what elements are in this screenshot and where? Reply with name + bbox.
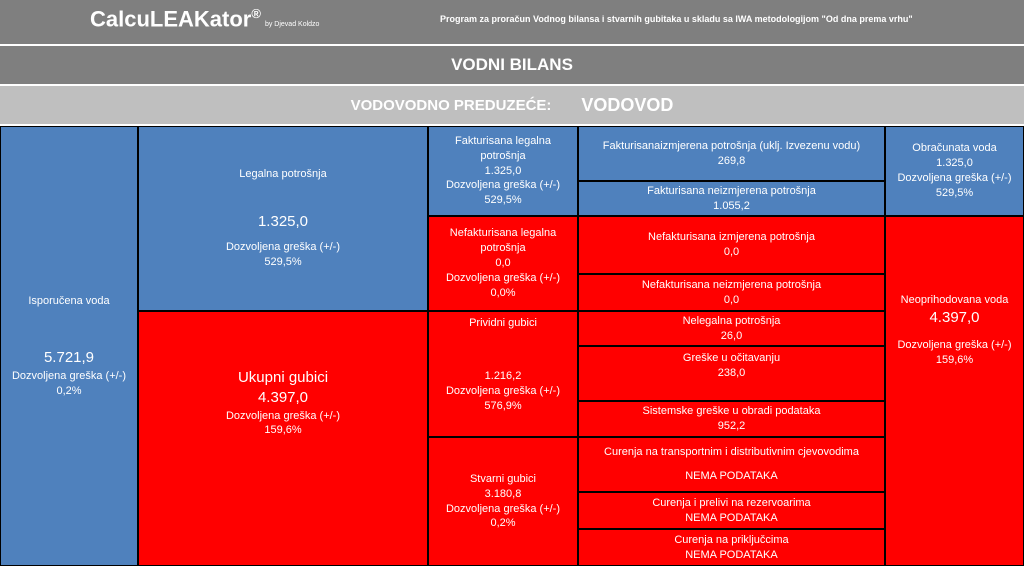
cell-value: NEMA PODATAKA: [685, 511, 778, 524]
utility-name: VODOVOD: [581, 94, 674, 115]
cell-label: Greške u očitavanju: [682, 352, 781, 364]
cell-label: Fakturisanaizmjerena potrošnja (uklj. Iz…: [602, 139, 861, 152]
cell-label: Nelegalna potrošnja: [682, 314, 781, 327]
error-value: 159,6%: [264, 424, 302, 437]
error-value: 529,5%: [935, 186, 974, 199]
cell-nefakturisana-izmjerena: Nefakturisana izmjerena potrošnja 0,0: [578, 216, 885, 274]
cell-fakturisana-izmjerena: Fakturisanaizmjerena potrošnja (uklj. Iz…: [578, 126, 885, 181]
cell-value: 1.325,0: [936, 157, 973, 170]
cell-label: Nefakturisana legalna potrošnja: [449, 227, 557, 255]
page-title: VODNI BILANS: [0, 46, 1024, 84]
cell-nefakturisana-legalna: Nefakturisana legalna potrošnja 0,0 Dozv…: [428, 216, 578, 311]
cell-curenja-transport: Curenja na transportnim i distributivnim…: [578, 437, 885, 492]
author-byline: by Djevad Koldzo: [264, 21, 320, 29]
cell-value: 0,0: [495, 257, 511, 270]
cell-neoprihodovana-voda: Neoprihodovana voda 4.397,0 Dozvoljena g…: [885, 216, 1024, 566]
cell-label: Fakturisana legalna potrošnja: [454, 134, 551, 162]
error-label: Dozvoljena greška (+/-): [445, 384, 561, 397]
error-value: 0,2%: [490, 517, 516, 530]
cell-stvarni-gubici: Stvarni gubici 3.180,8 Dozvoljena greška…: [428, 437, 578, 566]
cell-label: Legalna potrošnja: [239, 168, 327, 181]
cell-label: Curenja na priključcima: [674, 533, 789, 546]
cell-legalna-potrosnja: Legalna potrošnja 1.325,0 Dozvoljena gre…: [138, 126, 428, 311]
cell-label: Curenja i prelivi na rezervoarima: [652, 496, 811, 509]
cell-value: 269,8: [717, 154, 746, 167]
cell-nefakturisana-neizmjerena: Nefakturisana neizmjerena potrošnja 0,0: [578, 274, 885, 311]
cell-value: 0,0: [723, 293, 740, 306]
cell-sistemske-greske: Sistemske greške u obradi podataka 952,2: [578, 401, 885, 437]
cell-value: 3.180,8: [484, 487, 522, 500]
cell-value: 4.397,0: [257, 389, 309, 407]
cell-label: Obračunata voda: [912, 142, 997, 155]
cell-value: 26,0: [720, 329, 743, 342]
cell-value: 952,2: [717, 420, 746, 432]
cell-isporucena-voda: Isporučena voda 5.721,9 Dozvoljena grešk…: [0, 126, 138, 566]
app-header: CalcuLEAKator®by Djevad Koldzo Program z…: [0, 0, 1024, 44]
error-value: 159,6%: [935, 353, 974, 366]
cell-value: NEMA PODATAKA: [685, 470, 778, 483]
error-label: Dozvoljena greška (+/-): [11, 369, 127, 382]
cell-label: Stvarni gubici: [469, 472, 537, 485]
cell-greske-u-ocitavanju: Greške u očitavanju 238,0: [578, 346, 885, 401]
error-value: 0,2%: [56, 384, 82, 397]
cell-value: 4.397,0: [929, 308, 980, 326]
cell-value: 1.325,0: [257, 212, 309, 230]
cell-value: 1.216,2: [484, 369, 522, 382]
error-label: Dozvoljena greška (+/-): [445, 179, 561, 192]
cell-label: Neoprihodovana voda: [900, 294, 1009, 306]
app-brand: CalcuLEAKator®by Djevad Koldzo: [90, 6, 319, 32]
cell-curenja-prikljucci: Curenja na priključcima NEMA PODATAKA: [578, 529, 885, 566]
app-tagline: Program za proračun Vodnog bilansa i stv…: [440, 14, 913, 24]
cell-label: Prividni gubici: [469, 317, 537, 329]
app-name: CalcuLEAKator: [90, 6, 252, 32]
cell-label: Isporučena voda: [28, 294, 110, 307]
utility-label: VODOVODNO PREDUZEĆE:: [350, 96, 552, 114]
cell-nelegalna-potrosnja: Nelegalna potrošnja 26,0: [578, 311, 885, 346]
cell-value: NEMA PODATAKA: [685, 548, 778, 561]
cell-value: 1.055,2: [713, 199, 750, 212]
error-value: 529,5%: [264, 256, 302, 269]
error-label: Dozvoljena greška (+/-): [225, 409, 341, 422]
error-value: 576,9%: [484, 399, 522, 412]
error-label: Dozvoljena greška (+/-): [225, 241, 341, 254]
page-title-text: VODNI BILANS: [451, 55, 573, 74]
error-label: Dozvoljena greška (+/-): [445, 271, 561, 284]
cell-obracunata-voda: Obračunata voda 1.325,0 Dozvoljena grešk…: [885, 126, 1024, 216]
cell-fakturisana-legalna: Fakturisana legalna potrošnja 1.325,0 Do…: [428, 126, 578, 216]
error-value: 0,0%: [490, 286, 516, 299]
error-label: Dozvoljena greška (+/-): [897, 339, 1012, 352]
utility-band: VODOVODNO PREDUZEĆE: VODOVOD: [0, 86, 1024, 124]
registered-mark: ®: [251, 6, 261, 21]
cell-label: Nefakturisana izmjerena potrošnja: [648, 231, 815, 244]
divider: [0, 84, 1024, 86]
cell-label: Curenja na transportnim i distributivnim…: [604, 445, 859, 458]
cell-value: 0,0: [723, 246, 740, 258]
cell-label: Ukupni gubici: [237, 369, 329, 386]
divider: [0, 44, 1024, 46]
cell-value: 1.325,0: [484, 164, 522, 177]
error-label: Dozvoljena greška (+/-): [897, 172, 1012, 184]
cell-label: Sistemske greške u obradi podataka: [642, 405, 821, 418]
cell-label: Fakturisana neizmjerena potrošnja: [647, 184, 816, 197]
error-label: Dozvoljena greška (+/-): [445, 502, 561, 515]
cell-ukupni-gubici: Ukupni gubici 4.397,0 Dozvoljena greška …: [138, 311, 428, 566]
cell-value: 238,0: [717, 366, 746, 379]
error-value: 529,5%: [484, 194, 522, 207]
cell-value: 5.721,9: [43, 349, 95, 367]
cell-curenja-rezervoari: Curenja i prelivi na rezervoarima NEMA P…: [578, 492, 885, 529]
cell-prividni-gubici: Prividni gubici 1.216,2 Dozvoljena grešk…: [428, 311, 578, 437]
cell-label: Nefakturisana neizmjerena potrošnja: [641, 278, 822, 291]
cell-fakturisana-neizmjerena: Fakturisana neizmjerena potrošnja 1.055,…: [578, 181, 885, 216]
